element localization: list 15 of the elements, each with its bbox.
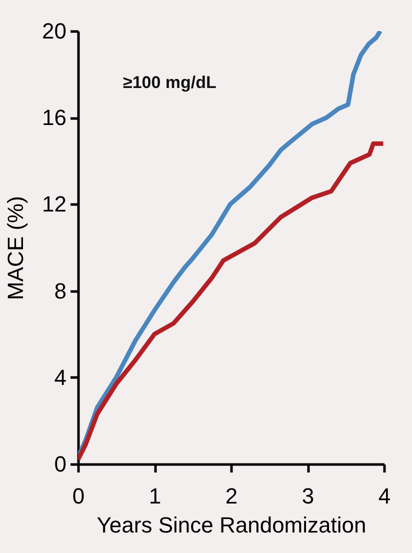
y-tick-label: 20 bbox=[42, 18, 66, 44]
y-tick-label: 4 bbox=[54, 364, 66, 390]
y-tick-label: 0 bbox=[54, 452, 66, 476]
x-tick-label: 2 bbox=[225, 484, 238, 508]
x-axis-title: Years Since Randomization bbox=[96, 512, 366, 538]
x-tick-label: 1 bbox=[148, 484, 162, 508]
y-tick-label: 12 bbox=[42, 192, 66, 217]
line-series bbox=[78, 141, 384, 462]
x-tick-label: 3 bbox=[302, 484, 314, 508]
y-tick-label: 16 bbox=[42, 105, 66, 130]
y-tick-label: 8 bbox=[54, 278, 66, 304]
x-tick-label: 4 bbox=[378, 484, 391, 508]
y-axis-title: MACE (%) bbox=[3, 196, 28, 300]
x-tick-label: 0 bbox=[72, 484, 85, 508]
annotation: ≥100 mg/dL bbox=[123, 73, 216, 92]
